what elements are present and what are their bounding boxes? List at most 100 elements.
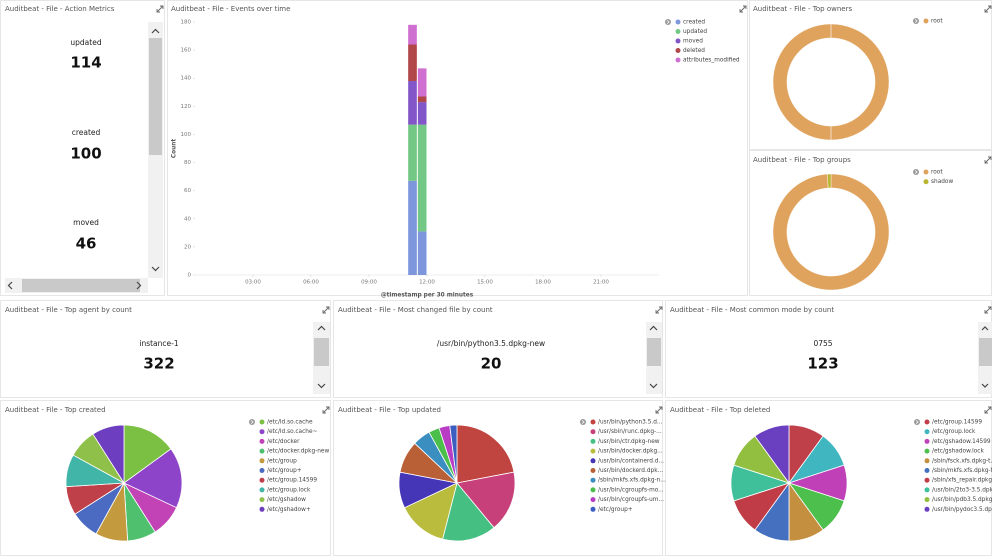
expand-icon[interactable] <box>156 5 164 13</box>
scroll-up-arrow[interactable] <box>649 325 658 331</box>
scroll-down-arrow[interactable] <box>317 383 326 389</box>
bar-segment <box>408 124 417 181</box>
legend-label[interactable]: /usr/bin/cgroupfs-um... <box>598 497 664 503</box>
pie-slice <box>827 173 832 189</box>
legend-label[interactable]: /etc/gshadow.lock <box>932 449 984 455</box>
legend-swatch <box>924 448 930 454</box>
legend-swatch <box>590 506 596 512</box>
legend-label[interactable]: /usr/bin/ctr.dpkg-new <box>598 439 660 445</box>
scrollbar-thumb[interactable] <box>22 279 140 292</box>
pie-slice <box>123 424 172 484</box>
expand-icon[interactable] <box>984 156 992 164</box>
legend-label[interactable]: /usr/bin/pydoc3.5.dpk... <box>932 507 992 513</box>
legend-label[interactable]: /etc/group.14599 <box>267 478 317 484</box>
legend-label[interactable]: deleted <box>683 48 705 54</box>
legend-label[interactable]: /etc/docker.dpkg-new <box>267 449 329 455</box>
expand-icon[interactable] <box>984 406 992 414</box>
scroll-down-arrow[interactable] <box>649 383 658 389</box>
metric-label: updated <box>70 38 101 47</box>
legend-label[interactable]: /etc/gshadow.14599 <box>932 439 991 445</box>
legend-label[interactable]: /etc/group <box>267 458 297 464</box>
expand-icon[interactable] <box>739 5 747 13</box>
legend-swatch <box>924 477 930 483</box>
legend-label[interactable]: /sbin/fsck.xfs.dpkg-t... <box>932 458 992 464</box>
x-tick-label: 15:00 <box>477 280 493 286</box>
scrollbar-thumb[interactable] <box>149 38 162 155</box>
legend-swatch <box>590 487 596 493</box>
legend-label[interactable]: root <box>931 19 943 25</box>
legend-label[interactable]: /etc/ld.so.cache <box>267 420 313 426</box>
legend-label[interactable]: /usr/bin/docker.dpkg... <box>598 449 663 455</box>
scroll-down-arrow[interactable] <box>981 383 989 388</box>
expand-icon[interactable] <box>322 406 330 414</box>
legend-label[interactable]: /etc/group+ <box>598 507 633 513</box>
metric-value: 46 <box>76 235 97 253</box>
legend-swatch <box>923 18 929 24</box>
expand-icon[interactable] <box>655 306 663 314</box>
expand-icon[interactable] <box>984 5 992 13</box>
panel <box>0 300 331 398</box>
expand-icon[interactable] <box>322 306 330 314</box>
legend-label[interactable]: /usr/sbin/runc.dpkg-... <box>598 429 662 435</box>
legend-swatch <box>590 497 596 503</box>
legend-toggle[interactable] <box>913 18 919 24</box>
y-tick-label: 140 <box>181 76 192 82</box>
y-axis-label: Count <box>172 139 178 158</box>
legend-label[interactable]: attributes_modified <box>683 58 740 64</box>
legend-label[interactable]: /usr/bin/dockerd.dpk... <box>598 468 663 474</box>
bar-segment <box>408 180 417 275</box>
scroll-down-arrow[interactable] <box>151 266 160 272</box>
scroll-up-arrow[interactable] <box>151 28 160 34</box>
legend-swatch <box>259 506 265 512</box>
legend-label[interactable]: /etc/ld.so.cache~ <box>267 429 318 435</box>
scrollbar-thumb[interactable] <box>647 338 661 366</box>
scrollbar-thumb[interactable] <box>314 338 329 366</box>
legend-label[interactable]: moved <box>683 39 703 45</box>
legend-label[interactable]: /etc/group.lock <box>267 487 311 493</box>
bar-segment <box>408 44 417 82</box>
legend-label[interactable]: created <box>683 20 705 26</box>
legend-label[interactable]: /usr/bin/pdb3.5.dpkg... <box>932 497 992 503</box>
legend-label[interactable]: /etc/gshadow <box>267 497 306 503</box>
legend-label[interactable]: root <box>931 170 943 176</box>
pie-slice <box>456 471 516 529</box>
x-tick-label: 03:00 <box>245 280 261 286</box>
legend-label[interactable]: /etc/gshadow+ <box>267 507 311 513</box>
legend-label[interactable]: /etc/group.lock <box>932 429 976 435</box>
legend-label[interactable]: /usr/bin/cgroupfs-mo... <box>598 487 664 493</box>
legend-swatch <box>675 57 681 63</box>
legend-label[interactable]: /usr/bin/2to3-3.5.dpk... <box>932 487 992 493</box>
legend-toggle[interactable] <box>665 19 671 25</box>
scroll-right-arrow[interactable] <box>136 281 142 290</box>
expand-icon[interactable] <box>984 306 992 314</box>
metric-value: 322 <box>143 355 174 373</box>
expand-icon[interactable] <box>655 406 663 414</box>
legend-swatch <box>259 458 265 464</box>
scroll-up-arrow[interactable] <box>317 325 326 331</box>
legend-label[interactable]: /etc/group.14599 <box>932 420 982 426</box>
legend-label[interactable]: /etc/docker <box>267 439 300 445</box>
legend-toggle-arrow <box>915 420 919 424</box>
legend-swatch <box>675 29 681 34</box>
legend-label[interactable]: /usr/bin/containerd.d... <box>598 458 664 464</box>
scrollbar-thumb[interactable] <box>979 338 992 366</box>
legend-toggle[interactable] <box>913 169 919 175</box>
legend-label[interactable]: /sbin/xfs_repair.dpkg... <box>932 478 992 484</box>
legend-label[interactable]: updated <box>683 29 707 35</box>
legend-label[interactable]: /sbin/mkfs.xfs.dpkg-n... <box>598 478 666 484</box>
x-tick-label: 09:00 <box>361 280 377 286</box>
legend-label[interactable]: shadow <box>931 179 953 185</box>
legend-swatch <box>924 419 930 425</box>
pie-slice <box>754 424 790 485</box>
legend-label[interactable]: /usr/bin/python3.5.d... <box>598 420 663 426</box>
legend-label[interactable]: /etc/group+ <box>267 468 302 474</box>
legend-toggle[interactable] <box>914 419 920 425</box>
scroll-left-arrow[interactable] <box>7 281 13 290</box>
legend-swatch <box>590 438 596 444</box>
scroll-up-arrow[interactable] <box>981 326 989 331</box>
legend-toggle[interactable] <box>249 419 255 425</box>
legend-label[interactable]: /sbin/mkfs.xfs.dpkg-t... <box>932 468 992 474</box>
legend-toggle[interactable] <box>580 419 586 425</box>
panel-title: Auditbeat - File - Most changed file by … <box>338 306 493 314</box>
legend-swatch <box>590 477 596 483</box>
